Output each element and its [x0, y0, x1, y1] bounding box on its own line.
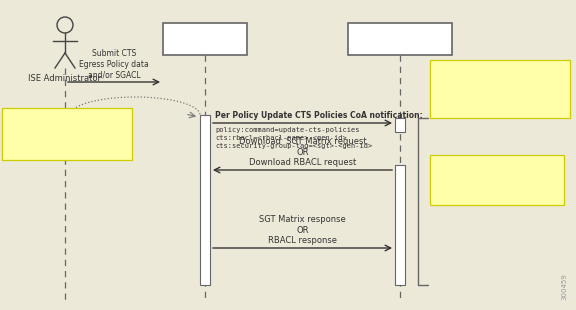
Text: CTS NAD: CTS NAD [372, 33, 428, 46]
Text: policy:command=update-cts-policies: policy:command=update-cts-policies [215, 127, 359, 133]
Bar [2, 108, 132, 160]
Text: ISE Administrator: ISE Administrator [28, 74, 101, 83]
Text: Per Policy Update CTS Policies CoA notification:: Per Policy Update CTS Policies CoA notif… [215, 111, 423, 120]
Text: ISE: ISE [195, 33, 215, 46]
Text: Download  SGT Matrix request
OR
Download RBACL request: Download SGT Matrix request OR Download … [238, 137, 366, 167]
Text: cts:security-group-tag=<sgt>-<gen-id>: cts:security-group-tag=<sgt>-<gen-id> [215, 143, 372, 149]
Bar [163, 23, 247, 55]
Bar [395, 118, 405, 132]
Text: SGT Matrix response
OR
RBACL response: SGT Matrix response OR RBACL response [259, 215, 346, 245]
Text: Submit CTS
Egress Policy data
and/or SGACL: Submit CTS Egress Policy data and/or SGA… [79, 49, 149, 79]
Bar [430, 155, 564, 205]
Text: A Request / Response
cycle per entry in the
CoA notification: A Request / Response cycle per entry in … [456, 164, 539, 196]
Bar [430, 60, 570, 118]
Text: Can contain multiple RBACL
entries & multiple SGT entries
to notify about multip: Can contain multiple RBACL entries & mul… [442, 67, 558, 111]
Text: 300459: 300459 [561, 273, 567, 300]
Text: Either an automatic, immediate
push upon submit or manual
push initiated by admi: Either an automatic, immediate push upon… [6, 118, 128, 150]
Bar [395, 165, 405, 285]
Bar [348, 23, 452, 55]
Bar [200, 115, 210, 285]
Text: cts:rbacl=<rbacl-name>-<gen-id>: cts:rbacl=<rbacl-name>-<gen-id> [215, 135, 347, 141]
